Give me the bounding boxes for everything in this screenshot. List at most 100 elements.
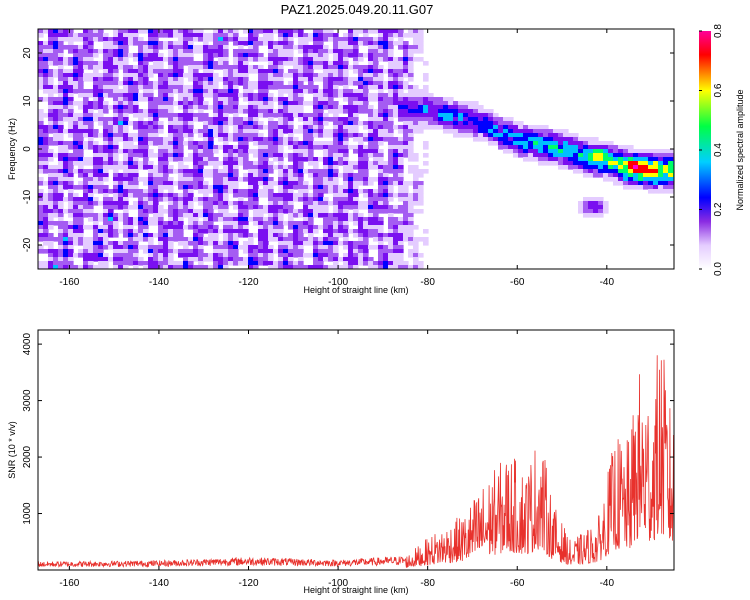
heatmap-cell [263, 161, 269, 166]
heatmap-cell [303, 49, 309, 54]
heatmap-cell [43, 193, 49, 198]
heatmap-cell [623, 177, 629, 182]
heatmap-cell [203, 189, 209, 194]
heatmap-cell [78, 265, 84, 269]
heatmap-cell [228, 117, 234, 122]
heatmap-cell [63, 33, 69, 38]
heatmap-cell [188, 201, 194, 206]
heatmap-cell [308, 205, 314, 210]
heatmap-cell [353, 93, 359, 98]
heatmap-cell [78, 197, 84, 202]
heatmap-cell [438, 101, 444, 106]
heatmap-cell [133, 205, 139, 210]
heatmap-cell [383, 69, 389, 74]
heatmap-cell [408, 213, 414, 218]
heatmap-cell [318, 73, 324, 78]
heatmap-cell [133, 105, 139, 110]
heatmap-cell [208, 241, 214, 246]
heatmap-cell [73, 137, 79, 142]
heatmap-cell [223, 137, 229, 142]
heatmap-cell [263, 37, 269, 42]
heatmap-cell [253, 109, 259, 114]
heatmap-cell [128, 237, 134, 242]
heatmap-cell [293, 177, 299, 182]
heatmap-cell [473, 125, 479, 130]
heatmap-cell [383, 45, 389, 50]
heatmap-cell [238, 81, 244, 86]
heatmap-cell [83, 65, 89, 70]
heatmap-cell [363, 73, 369, 78]
heatmap-cell [253, 201, 259, 206]
heatmap-cell [388, 217, 394, 222]
heatmap-cell [173, 125, 179, 130]
heatmap-cell [293, 241, 299, 246]
heatmap-cell [293, 265, 299, 269]
heatmap-cell [343, 177, 349, 182]
heatmap-cell [363, 229, 369, 234]
heatmap-cell [358, 237, 364, 242]
heatmap-cell [208, 257, 214, 262]
heatmap-cell [443, 129, 449, 134]
heatmap-cell [308, 49, 314, 54]
heatmap-cell [353, 185, 359, 190]
heatmap-cell [268, 177, 274, 182]
heatmap-cell [188, 41, 194, 46]
heatmap-cell [153, 105, 159, 110]
heatmap-cell [333, 153, 339, 158]
heatmap-cell [373, 197, 379, 202]
heatmap-cell [173, 133, 179, 138]
heatmap-cell [593, 137, 599, 142]
heatmap-cell [78, 57, 84, 62]
heatmap-cell [223, 161, 229, 166]
heatmap-cell [318, 61, 324, 66]
heatmap-cell [478, 121, 484, 126]
heatmap-cell [258, 69, 264, 74]
heatmap-cell [393, 217, 399, 222]
heatmap-cell [328, 37, 334, 42]
heatmap-cell [268, 261, 274, 266]
heatmap-cell [253, 137, 259, 142]
heatmap-cell [118, 121, 124, 126]
heatmap-cell [243, 177, 249, 182]
heatmap-cell [353, 221, 359, 226]
heatmap-cell [548, 161, 554, 166]
heatmap-cell [98, 153, 104, 158]
heatmap-cell [338, 65, 344, 70]
heatmap-cell [413, 113, 419, 118]
heatmap-cell [218, 33, 224, 38]
heatmap-cell [233, 117, 239, 122]
heatmap-cell [138, 261, 144, 266]
heatmap-cell [193, 141, 199, 146]
heatmap-cell [413, 249, 419, 254]
heatmap-cell [58, 117, 64, 122]
heatmap-cell [58, 57, 64, 62]
heatmap-cell [198, 149, 204, 154]
heatmap-cell [98, 89, 104, 94]
heatmap-cell [233, 237, 239, 242]
heatmap-cell [253, 233, 259, 238]
heatmap-cell [383, 53, 389, 58]
heatmap-cell [208, 117, 214, 122]
heatmap-cell [368, 133, 374, 138]
heatmap-cell [368, 121, 374, 126]
heatmap-cell [138, 209, 144, 214]
heatmap-cell [128, 121, 134, 126]
heatmap-cell [403, 85, 409, 90]
heatmap-cell [273, 193, 279, 198]
heatmap-cell [248, 177, 254, 182]
heatmap-cell [538, 141, 544, 146]
heatmap-cell [43, 125, 49, 130]
heatmap-cell [263, 181, 269, 186]
heatmap-cell [63, 253, 69, 258]
heatmap-cell [378, 189, 384, 194]
heatmap-cell [253, 165, 259, 170]
heatmap-cell [253, 173, 259, 178]
heatmap-cell [98, 201, 104, 206]
heatmap-cell [653, 177, 659, 182]
heatmap-cell [398, 237, 404, 242]
heatmap-cell [123, 209, 129, 214]
heatmap-cell [98, 149, 104, 154]
heatmap-cell [148, 101, 154, 106]
heatmap-cell [313, 181, 319, 186]
heatmap-cell [318, 225, 324, 230]
